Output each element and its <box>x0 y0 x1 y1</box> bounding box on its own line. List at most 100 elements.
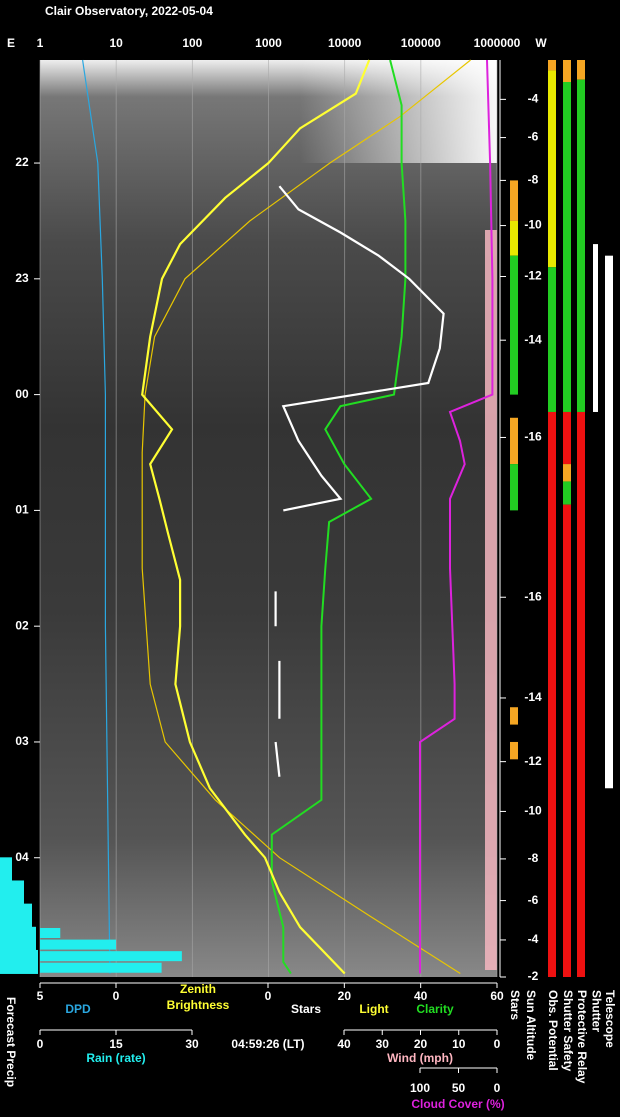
axis-tick-label: 0 <box>265 989 272 1003</box>
rain-bar <box>40 939 116 950</box>
axis-tick-label: 50 <box>452 1081 466 1095</box>
wind-strip <box>485 230 497 970</box>
axis-tick-label: 20 <box>338 989 352 1003</box>
time-tick-label: 23 <box>15 271 29 285</box>
vertical-label: Stars <box>508 990 522 1020</box>
time-tick-label: 22 <box>15 155 29 169</box>
status-segment <box>577 60 585 80</box>
sun-tick-label: -14 <box>524 332 542 346</box>
timestamp: 04:59:26 (LT) <box>231 1037 304 1051</box>
brightness-label: Zenith Brightness <box>166 982 230 1012</box>
status-segment <box>577 79 585 412</box>
axis-tick-label: 10 <box>452 1037 466 1051</box>
status-segment <box>563 60 571 82</box>
axis-tick-label: 40 <box>414 989 428 1003</box>
dpd-line <box>82 59 111 974</box>
sun-tick-label: -6 <box>528 893 539 907</box>
axis-tick-label: 15 <box>109 1037 123 1051</box>
top-tick-label: 1000 <box>255 36 282 50</box>
series-label: DPD <box>65 1002 91 1016</box>
series-label: Clarity <box>416 1002 454 1016</box>
top-tick-label: 100000 <box>401 36 441 50</box>
vertical-label: Obs. Potential <box>546 990 560 1071</box>
top-tick-label: 10 <box>109 36 123 50</box>
series-label: Light <box>359 1002 388 1016</box>
time-tick-label: 00 <box>15 387 29 401</box>
status-segment <box>548 70 556 268</box>
forecast-precip-bar <box>0 880 24 905</box>
vertical-label: Sun Altitude <box>524 990 538 1061</box>
sun-tick-label: -4 <box>528 92 539 106</box>
top-tick-label: 1 <box>37 36 44 50</box>
rain-bar <box>40 951 182 962</box>
sun-tick-label: -12 <box>524 269 542 283</box>
vertical-label: Protective Relay <box>575 990 589 1084</box>
sun-tick-label: -8 <box>528 851 539 865</box>
status-segment <box>510 417 518 465</box>
time-tick-label: 01 <box>15 503 29 517</box>
top-tick-label: 1000000 <box>474 36 521 50</box>
status-segment <box>510 220 518 256</box>
status-segment <box>563 464 571 482</box>
top-tick-label: 100 <box>182 36 202 50</box>
sun-tick-label: -8 <box>528 173 539 187</box>
vertical-label: Shutter Safety <box>561 990 575 1072</box>
cloud-line <box>419 59 494 974</box>
series-label: Rain (rate) <box>86 1051 145 1065</box>
axis-tick-label: 0 <box>494 1037 501 1051</box>
title: Clair Observatory, 2022-05-04 <box>45 4 213 18</box>
status-segment <box>577 411 585 977</box>
clarity-line <box>270 59 407 975</box>
status-segment <box>563 411 571 465</box>
axis-tick-label: 0 <box>37 1037 44 1051</box>
series-label: Stars <box>291 1002 321 1016</box>
vertical-label: Telescope <box>603 990 617 1048</box>
axis-tick-label: 0 <box>494 1081 501 1095</box>
status-segment <box>548 267 556 412</box>
light-line <box>141 59 471 975</box>
east-label: E <box>7 36 15 50</box>
forecast-precip-bar <box>0 926 36 951</box>
time-tick-label: 02 <box>15 618 29 632</box>
forecast-precip-bar <box>0 857 12 882</box>
axis-tick-label: 30 <box>185 1037 199 1051</box>
axis-tick-label: 60 <box>490 989 504 1003</box>
vertical-label: Forecast Precip <box>4 997 18 1087</box>
sun-tick-label: -2 <box>528 969 539 983</box>
axis-tick-label: 20 <box>414 1037 428 1051</box>
sun-tick-label: -4 <box>528 932 539 946</box>
axis-tick-label: 0 <box>113 989 120 1003</box>
axis-tick-label: 5 <box>37 989 44 1003</box>
status-segment <box>548 60 556 71</box>
status-segment <box>605 255 613 789</box>
axis-tick-label: 30 <box>376 1037 390 1051</box>
sun-tick-label: -6 <box>528 130 539 144</box>
forecast-precip-bar <box>0 949 38 974</box>
time-tick-label: 03 <box>15 734 29 748</box>
sun-tick-label: -10 <box>524 804 542 818</box>
status-segment <box>510 741 518 760</box>
sun-tick-label: -12 <box>524 754 542 768</box>
status-segment <box>593 244 598 412</box>
sun-tick-label: -14 <box>524 690 542 704</box>
brightness-line <box>141 59 371 975</box>
status-segment <box>510 464 518 511</box>
rain-bar <box>40 962 162 973</box>
west-label: W <box>535 36 547 50</box>
time-tick-label: 04 <box>15 850 29 864</box>
status-segment <box>548 411 556 977</box>
forecast-precip-bar <box>0 903 32 928</box>
sun-tick-label: -16 <box>524 430 542 444</box>
top-tick-label: 10000 <box>328 36 362 50</box>
status-segment <box>563 81 571 412</box>
status-segment <box>510 180 518 221</box>
axis-tick-label: 100 <box>410 1081 430 1095</box>
stars-line <box>274 185 445 777</box>
vertical-label: Shutter <box>589 990 603 1032</box>
series-label: Cloud Cover (%) <box>411 1097 504 1111</box>
twilight-glow <box>300 60 497 163</box>
rain-bar <box>40 928 61 939</box>
status-segment <box>563 504 571 977</box>
